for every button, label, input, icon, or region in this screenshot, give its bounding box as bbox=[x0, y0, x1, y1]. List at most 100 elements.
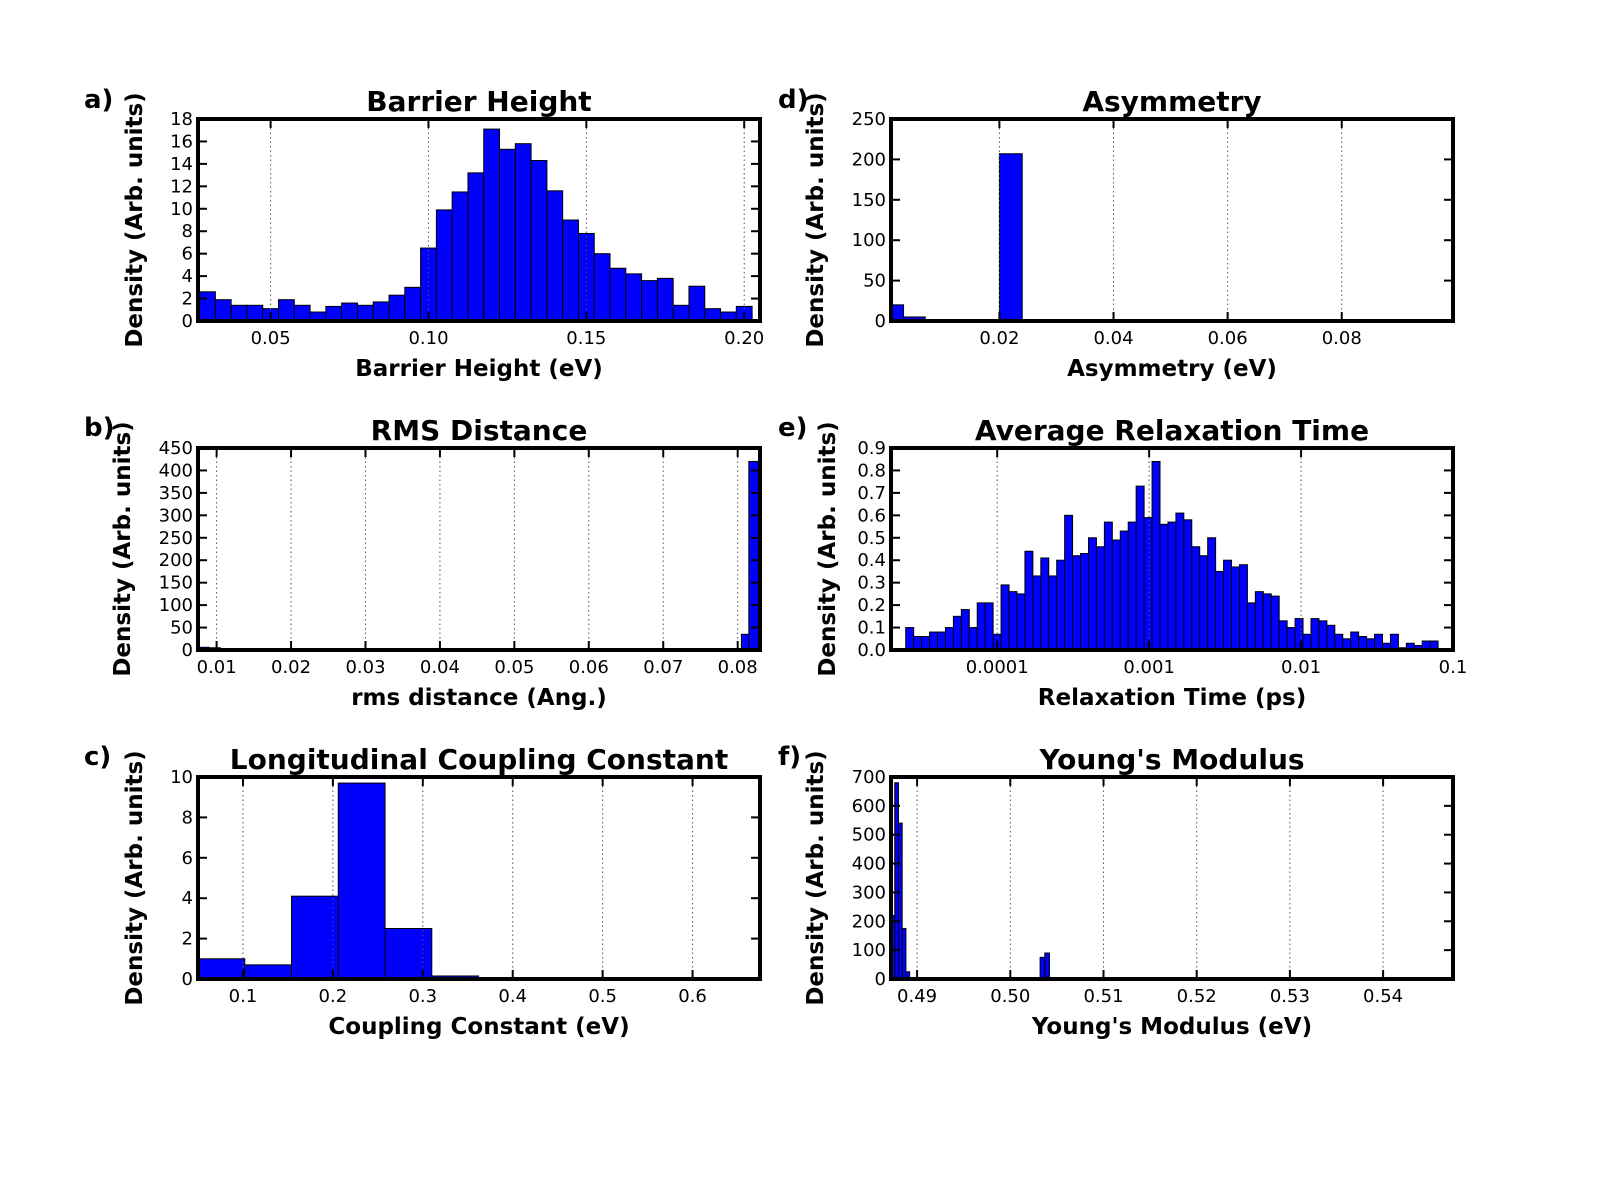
y-tick-label: 250 bbox=[852, 109, 886, 130]
histogram-bar bbox=[688, 285, 706, 322]
histogram-bar bbox=[1262, 593, 1272, 651]
histogram-bar bbox=[1191, 546, 1201, 651]
histogram-bar bbox=[341, 302, 358, 322]
y-tick-label: 12 bbox=[170, 176, 193, 197]
x-tick-label: 0.54 bbox=[1363, 986, 1403, 1007]
chart-title: Longitudinal Coupling Constant bbox=[230, 743, 728, 776]
x-tick-label: 0.5 bbox=[588, 986, 617, 1007]
x-tick-label: 0.02 bbox=[271, 657, 311, 678]
histogram-bar bbox=[1358, 636, 1368, 651]
histogram-bar bbox=[905, 627, 915, 651]
x-tick-label: 0.04 bbox=[1093, 328, 1133, 349]
histogram-bar bbox=[1254, 591, 1264, 651]
histogram-bar bbox=[897, 822, 903, 980]
histogram-bar bbox=[656, 277, 674, 322]
y-tick-label: 350 bbox=[159, 483, 193, 504]
panel-average-relaxation-time: 0.0001 0.001 0.01 0.10.00.10.20.30.40.50.60… bbox=[778, 413, 1467, 711]
histogram-bar bbox=[1374, 633, 1383, 651]
histogram-bar bbox=[356, 304, 374, 322]
histogram-bar bbox=[514, 143, 532, 322]
histogram-bar bbox=[337, 782, 386, 980]
histogram-bar bbox=[246, 304, 264, 322]
histogram-bar bbox=[1151, 460, 1161, 651]
histogram-bar bbox=[952, 615, 962, 651]
y-tick-label: 6 bbox=[182, 848, 193, 869]
histogram-bar bbox=[1270, 595, 1280, 651]
y-axis-label: Density (Arb. units) bbox=[815, 421, 841, 676]
histogram-bar bbox=[1326, 624, 1336, 651]
histogram-bar bbox=[929, 631, 939, 651]
x-tick-label: 0.02 bbox=[979, 328, 1019, 349]
y-tick-label: 6 bbox=[182, 244, 193, 265]
y-tick-label: 4 bbox=[182, 888, 193, 909]
histogram-bar bbox=[483, 128, 501, 322]
axes-frame bbox=[889, 117, 1455, 323]
x-axis-label: Young's Modulus (eV) bbox=[1031, 1014, 1312, 1040]
histogram-bar bbox=[1087, 537, 1097, 651]
y-tick-label: 0.9 bbox=[857, 438, 886, 459]
x-tick-label: 0.6 bbox=[678, 986, 707, 1007]
y-tick-label: 0 bbox=[875, 969, 886, 990]
y-tick-label: 8 bbox=[182, 221, 193, 242]
histogram-bar bbox=[562, 219, 579, 322]
y-tick-label: 0 bbox=[182, 969, 193, 990]
y-tick-label: 400 bbox=[159, 460, 193, 481]
histogram-bar bbox=[937, 631, 946, 651]
panel-asymmetry: 0.02 0.04 0.06 0.08 0 50 100 150 200 250 Asymmetry… bbox=[778, 85, 1455, 382]
histogram-bar bbox=[404, 286, 422, 322]
histogram-bar bbox=[1159, 523, 1169, 651]
histogram-bar bbox=[609, 267, 627, 322]
histogram-bar bbox=[1044, 952, 1050, 980]
x-tick-label: 0.01 bbox=[1281, 657, 1321, 678]
histogram-bar bbox=[1286, 627, 1296, 651]
axes-frame bbox=[196, 117, 762, 323]
x-tick-label: 0.05 bbox=[251, 328, 291, 349]
y-tick-label: 200 bbox=[159, 550, 193, 571]
chart-title: Asymmetry bbox=[1082, 85, 1261, 118]
histogram-bar bbox=[278, 299, 295, 322]
panel-longitudinal-coupling-constant: 0.1 0.2 0.3 0.4 0.5 0.6 0 2 4 6 8 10 Longitudinal Co… bbox=[84, 742, 762, 1040]
x-tick-label: 0.52 bbox=[1177, 986, 1217, 1007]
y-tick-label: 450 bbox=[159, 438, 193, 459]
y-tick-label: 200 bbox=[852, 911, 886, 932]
y-tick-label: 100 bbox=[159, 595, 193, 616]
x-tick-label: 0.10 bbox=[408, 328, 448, 349]
histogram-bar bbox=[372, 301, 390, 322]
y-tick-label: 2 bbox=[182, 929, 193, 950]
histogram-bar bbox=[197, 958, 246, 980]
histogram-bar bbox=[546, 190, 564, 322]
y-tick-label: 50 bbox=[170, 618, 193, 639]
panel-letter: b) bbox=[84, 413, 115, 443]
x-tick-label: 0.08 bbox=[718, 657, 758, 678]
histogram-bar bbox=[593, 253, 611, 322]
histogram-bar bbox=[1016, 593, 1026, 651]
y-tick-label: 150 bbox=[852, 190, 886, 211]
histogram-bar bbox=[1119, 530, 1129, 651]
chart-title: Young's Modulus bbox=[1038, 743, 1304, 776]
histogram-bar bbox=[1318, 620, 1328, 651]
panel-letter: f) bbox=[778, 742, 801, 772]
chart-title: Average Relaxation Time bbox=[975, 414, 1369, 447]
x-axis-label: Asymmetry (eV) bbox=[1067, 356, 1277, 382]
panel-letter: d) bbox=[778, 85, 809, 115]
x-tick-label: 0.001 bbox=[1123, 657, 1175, 678]
histogram-bar bbox=[1080, 552, 1089, 651]
x-axis-label: Barrier Height (eV) bbox=[355, 356, 603, 382]
histogram-bar bbox=[244, 964, 293, 980]
histogram-bar bbox=[1135, 485, 1145, 651]
histogram-bar bbox=[1175, 512, 1185, 651]
histogram-bar bbox=[1127, 521, 1137, 651]
y-axis-label: Density (Arb. units) bbox=[122, 92, 148, 347]
histogram-bar bbox=[1008, 591, 1018, 651]
histogram-bar bbox=[1064, 514, 1074, 651]
x-tick-label: 0.1 bbox=[1439, 657, 1468, 678]
histogram-bar bbox=[1143, 517, 1153, 651]
x-tick-label: 0.05 bbox=[494, 657, 534, 678]
axes-frame bbox=[196, 446, 762, 652]
x-tick-label: 0.50 bbox=[990, 986, 1030, 1007]
histogram-bar bbox=[1183, 519, 1193, 651]
y-tick-label: 300 bbox=[852, 882, 886, 903]
y-tick-label: 18 bbox=[170, 109, 193, 130]
histogram-bar bbox=[1167, 521, 1177, 651]
